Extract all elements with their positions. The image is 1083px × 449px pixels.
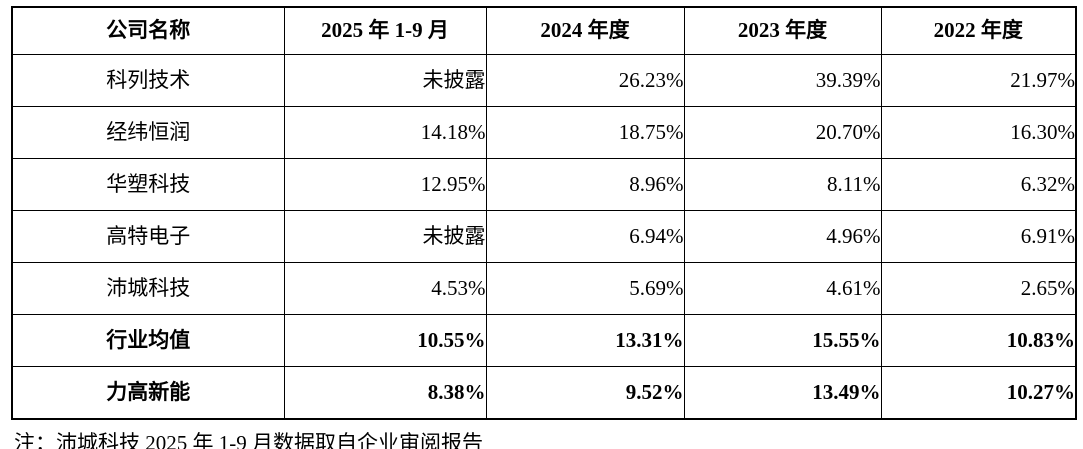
table-body: 科列技术 未披露 26.23% 39.39% 21.97% 经纬恒润 14.18% 18.75… — [11, 54, 1077, 420]
value-cell: 8.38% — [283, 366, 487, 420]
value-cell: 9.52% — [485, 366, 685, 420]
value-cell: 13.31% — [485, 314, 685, 367]
value-cell: 12.95% — [283, 158, 487, 211]
value-cell: 21.97% — [880, 54, 1077, 107]
value-cell: 未披露 — [283, 54, 487, 107]
company-name-cell: 科列技术 — [11, 54, 285, 107]
company-name-cell: 华塑科技 — [11, 158, 285, 211]
column-header: 2024 年度 — [485, 6, 685, 55]
value-cell: 10.55% — [283, 314, 487, 367]
value-cell: 4.96% — [683, 210, 882, 263]
comparison-table: 公司名称 2025 年 1-9 月 2024 年度 2023 年度 2022 年度 科列… — [11, 6, 1077, 420]
value-cell: 2.65% — [880, 262, 1077, 315]
table-row: 科列技术 未披露 26.23% 39.39% 21.97% — [11, 54, 1077, 107]
value-cell: 4.53% — [283, 262, 487, 315]
value-cell: 13.49% — [683, 366, 882, 420]
column-header: 2025 年 1-9 月 — [283, 6, 487, 55]
document-page: 公司名称 2025 年 1-9 月 2024 年度 2023 年度 2022 年度 科列… — [0, 6, 1083, 449]
value-cell: 6.32% — [880, 158, 1077, 211]
column-header: 2023 年度 — [683, 6, 882, 55]
value-cell: 18.75% — [485, 106, 685, 159]
column-header: 2022 年度 — [880, 6, 1077, 55]
table-row: 经纬恒润 14.18% 18.75% 20.70% 16.30% — [11, 106, 1077, 159]
table-footnote: 注：沛城科技 2025 年 1-9 月数据取自企业审阅报告 — [14, 431, 483, 449]
value-cell: 8.11% — [683, 158, 882, 211]
value-cell: 8.96% — [485, 158, 685, 211]
value-cell: 15.55% — [683, 314, 882, 367]
table-row: 华塑科技 12.95% 8.96% 8.11% 6.32% — [11, 158, 1077, 211]
value-cell: 16.30% — [880, 106, 1077, 159]
table-row: 行业均值 10.55% 13.31% 15.55% 10.83% — [11, 314, 1077, 367]
table-row: 高特电子 未披露 6.94% 4.96% 6.91% — [11, 210, 1077, 263]
value-cell: 10.27% — [880, 366, 1077, 420]
column-header: 公司名称 — [11, 6, 285, 55]
header-row: 公司名称 2025 年 1-9 月 2024 年度 2023 年度 2022 年度 — [11, 6, 1077, 55]
value-cell: 4.61% — [683, 262, 882, 315]
value-cell: 20.70% — [683, 106, 882, 159]
value-cell: 6.94% — [485, 210, 685, 263]
company-name-cell: 经纬恒润 — [11, 106, 285, 159]
company-name-cell: 高特电子 — [11, 210, 285, 263]
table-row: 沛城科技 4.53% 5.69% 4.61% 2.65% — [11, 262, 1077, 315]
value-cell: 10.83% — [880, 314, 1077, 367]
value-cell: 未披露 — [283, 210, 487, 263]
company-name-cell: 沛城科技 — [11, 262, 285, 315]
company-name-cell: 行业均值 — [11, 314, 285, 367]
value-cell: 39.39% — [683, 54, 882, 107]
table-row: 力高新能 8.38% 9.52% 13.49% 10.27% — [11, 366, 1077, 420]
value-cell: 6.91% — [880, 210, 1077, 263]
value-cell: 14.18% — [283, 106, 487, 159]
company-name-cell: 力高新能 — [11, 366, 285, 420]
value-cell: 26.23% — [485, 54, 685, 107]
value-cell: 5.69% — [485, 262, 685, 315]
